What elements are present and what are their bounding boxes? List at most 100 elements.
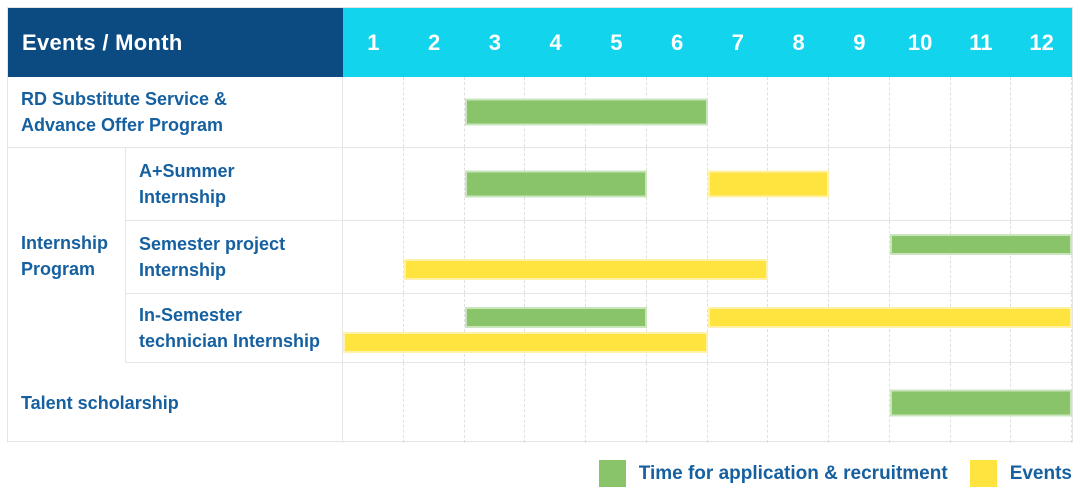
month-grid-column (465, 221, 526, 293)
month-grid-column (465, 294, 526, 362)
legend: Time for application & recruitment Event… (598, 460, 1072, 487)
row-timeline (343, 148, 1072, 220)
bars-layer (343, 221, 1072, 293)
bars-layer (343, 363, 1072, 443)
month-grid-column (586, 294, 647, 362)
legend-label-events: Events (1009, 462, 1072, 484)
month-grid-column (768, 294, 829, 362)
month-label-6: 6 (671, 29, 684, 55)
month-grid-column (951, 294, 1012, 362)
month-grid-column (647, 363, 708, 443)
application-bar (889, 389, 1072, 417)
month-grid-column (890, 148, 951, 220)
month-grid-column (708, 294, 769, 362)
month-grid-column (708, 221, 769, 293)
internship-program-group: Internship Program A+Summer Internship S… (8, 148, 1072, 363)
application-bar (464, 98, 708, 126)
row-label-rd-substitute: RD Substitute Service & Advance Offer Pr… (8, 77, 343, 147)
legend-item-events: Events (969, 460, 1072, 487)
month-grid-column (525, 294, 586, 362)
month-label-3: 3 (488, 29, 501, 55)
events-swatch-icon (969, 460, 997, 487)
month-label-10: 10 (907, 29, 933, 55)
month-label-5: 5 (610, 29, 623, 55)
table-row: A+Summer Internship (126, 148, 1072, 221)
month-grid-column (647, 148, 708, 220)
month-grid-column (525, 363, 586, 443)
month-grid-column (1011, 77, 1072, 147)
month-grid-column (829, 221, 890, 293)
month-label-4: 4 (549, 29, 562, 55)
month-grid-column (708, 363, 769, 443)
row-label-semester-project: Semester project Internship (126, 221, 343, 293)
month-grid-column (951, 148, 1012, 220)
bars-layer (343, 148, 1072, 220)
month-grid-column (343, 221, 404, 293)
month-grid-column (343, 363, 404, 443)
month-grid-column (404, 148, 465, 220)
month-grid-column (768, 363, 829, 443)
table-row: RD Substitute Service & Advance Offer Pr… (8, 77, 1072, 148)
month-label-9: 9 (853, 29, 866, 55)
month-grid-column (829, 77, 890, 147)
month-grid-column (890, 294, 951, 362)
group-rows: A+Summer Internship Semester project Int… (126, 148, 1072, 363)
month-grid-column (768, 221, 829, 293)
month-grid-column (586, 363, 647, 443)
month-grid-column (465, 363, 526, 443)
month-label-12: 12 (1029, 29, 1054, 55)
legend-label-application: Time for application & recruitment (638, 462, 948, 484)
application-bar (464, 170, 647, 198)
month-grid-column (647, 294, 708, 362)
table-row: In-Semester technician Internship (126, 294, 1072, 363)
table-row: Semester project Internship (126, 221, 1072, 294)
bars-layer (343, 294, 1072, 362)
month-grid-column (951, 77, 1012, 147)
month-grid-column (404, 363, 465, 443)
month-grid-column (404, 294, 465, 362)
group-label-internship-program: Internship Program (8, 148, 126, 363)
month-grid-column (404, 77, 465, 147)
month-header: 1 2 3 4 5 6 7 8 9 10 11 12 (343, 8, 1072, 77)
bars-layer (343, 77, 1072, 147)
event-bar (403, 259, 769, 280)
month-grid-column (647, 221, 708, 293)
event-bar (707, 307, 1072, 328)
application-swatch-icon (598, 460, 626, 487)
month-label-1: 1 (367, 29, 380, 55)
event-bar (707, 170, 829, 198)
row-timeline (343, 77, 1072, 147)
month-grid-column (708, 77, 769, 147)
month-grid-column (525, 221, 586, 293)
application-bar (889, 234, 1072, 255)
month-grid-column (829, 363, 890, 443)
month-grid-column (1011, 221, 1072, 293)
application-bar (464, 307, 647, 328)
month-grid-column (890, 77, 951, 147)
event-bar (343, 332, 708, 353)
row-timeline (343, 221, 1072, 293)
header-row: Events / Month 1 2 3 4 5 6 7 8 9 10 11 12 (8, 8, 1072, 77)
row-timeline (343, 363, 1072, 443)
month-grid-column (829, 148, 890, 220)
month-grid-column (951, 221, 1012, 293)
month-grid-column (586, 221, 647, 293)
month-grid-column (1011, 148, 1072, 220)
gantt-table: Events / Month 1 2 3 4 5 6 7 8 9 10 11 12 RD Substi… (7, 7, 1073, 443)
row-label-a-plus-summer: A+Summer Internship (126, 148, 343, 220)
month-grid-column (1011, 294, 1072, 362)
month-grid-column (829, 294, 890, 362)
row-timeline (343, 294, 1072, 362)
month-label-7: 7 (731, 29, 744, 55)
month-grid-column (343, 294, 404, 362)
month-label-8: 8 (792, 29, 805, 55)
table-title: Events / Month (8, 8, 343, 77)
month-label-2: 2 (428, 29, 441, 55)
month-label-11: 11 (969, 29, 993, 55)
month-grid-column (890, 221, 951, 293)
row-label-talent-scholarship: Talent scholarship (8, 363, 343, 443)
month-grid-column (768, 77, 829, 147)
month-grid-column (343, 77, 404, 147)
row-label-in-semester-technician: In-Semester technician Internship (126, 294, 343, 362)
